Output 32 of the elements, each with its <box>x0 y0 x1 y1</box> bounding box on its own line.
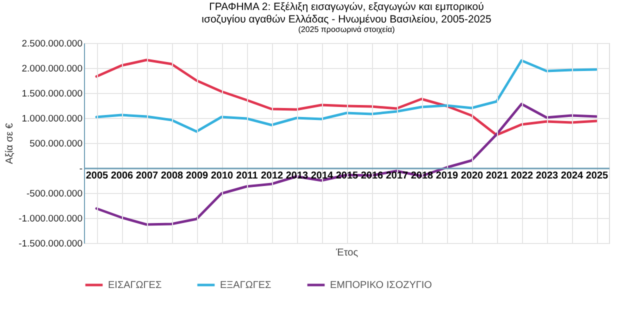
y-tick-label: 1.500.000.000 <box>22 88 82 100</box>
legend-label: ΕΜΠΟΡΙΚΟ ΙΣΟΖΥΓΙΟ <box>330 280 432 291</box>
x-tick-label: 2022 <box>510 170 534 182</box>
x-tick-label: 2010 <box>210 170 234 182</box>
y-tick-label: 1.000.000.000 <box>22 114 82 124</box>
x-tick-label: 2009 <box>186 170 209 182</box>
x-tick-label: 2005 <box>86 170 109 182</box>
y-tick-label: 500.000.000 <box>30 138 82 150</box>
x-tick-label: 2021 <box>486 170 509 182</box>
x-tick-label: 2011 <box>236 170 258 182</box>
x-tick-label: 2019 <box>436 170 459 182</box>
y-tick-label: -500.000.000 <box>26 188 82 200</box>
x-tick-label: 2023 <box>536 170 559 182</box>
y-tick-label: 2.500.000.000 <box>22 38 82 50</box>
chart-title: ΓΡΑΦΗΜΑ 2: Εξέλιξη εισαγωγών, εξαγωγών και εμπορικού ισοζυγίου αγαθών Ελλάδας - Ηνωμένου Βασιλείου, 2005-2025 <box>202 1 492 26</box>
y-tick-label: -1.500.000.000 <box>18 238 82 250</box>
y-tick-label: - <box>79 164 82 174</box>
x-tick-label: 2017 <box>386 170 409 182</box>
x-tick-label: 2007 <box>136 170 159 182</box>
chart-subtitle: (2025 προσωρινά στοιχεία) <box>298 25 396 34</box>
x-tick-label: 2024 <box>560 170 584 182</box>
legend-label: ΕΞΑΓΩΓΕΣ <box>220 280 272 291</box>
y-tick-label: 2.000.000.000 <box>22 64 82 74</box>
x-tick-label: 2020 <box>460 170 484 182</box>
x-axis-title: Έτος <box>334 248 358 258</box>
x-tick-label: 2012 <box>260 170 284 182</box>
x-tick-label: 2006 <box>110 170 134 182</box>
y-axis-title: Αξία σε € <box>4 122 16 164</box>
x-tick-label: 2025 <box>586 170 609 182</box>
x-tick-label: 2008 <box>160 170 184 182</box>
y-tick-label: -1.000.000.000 <box>18 214 82 224</box>
legend-label: ΕΙΣΑΓΩΓΕΣ <box>108 280 162 291</box>
